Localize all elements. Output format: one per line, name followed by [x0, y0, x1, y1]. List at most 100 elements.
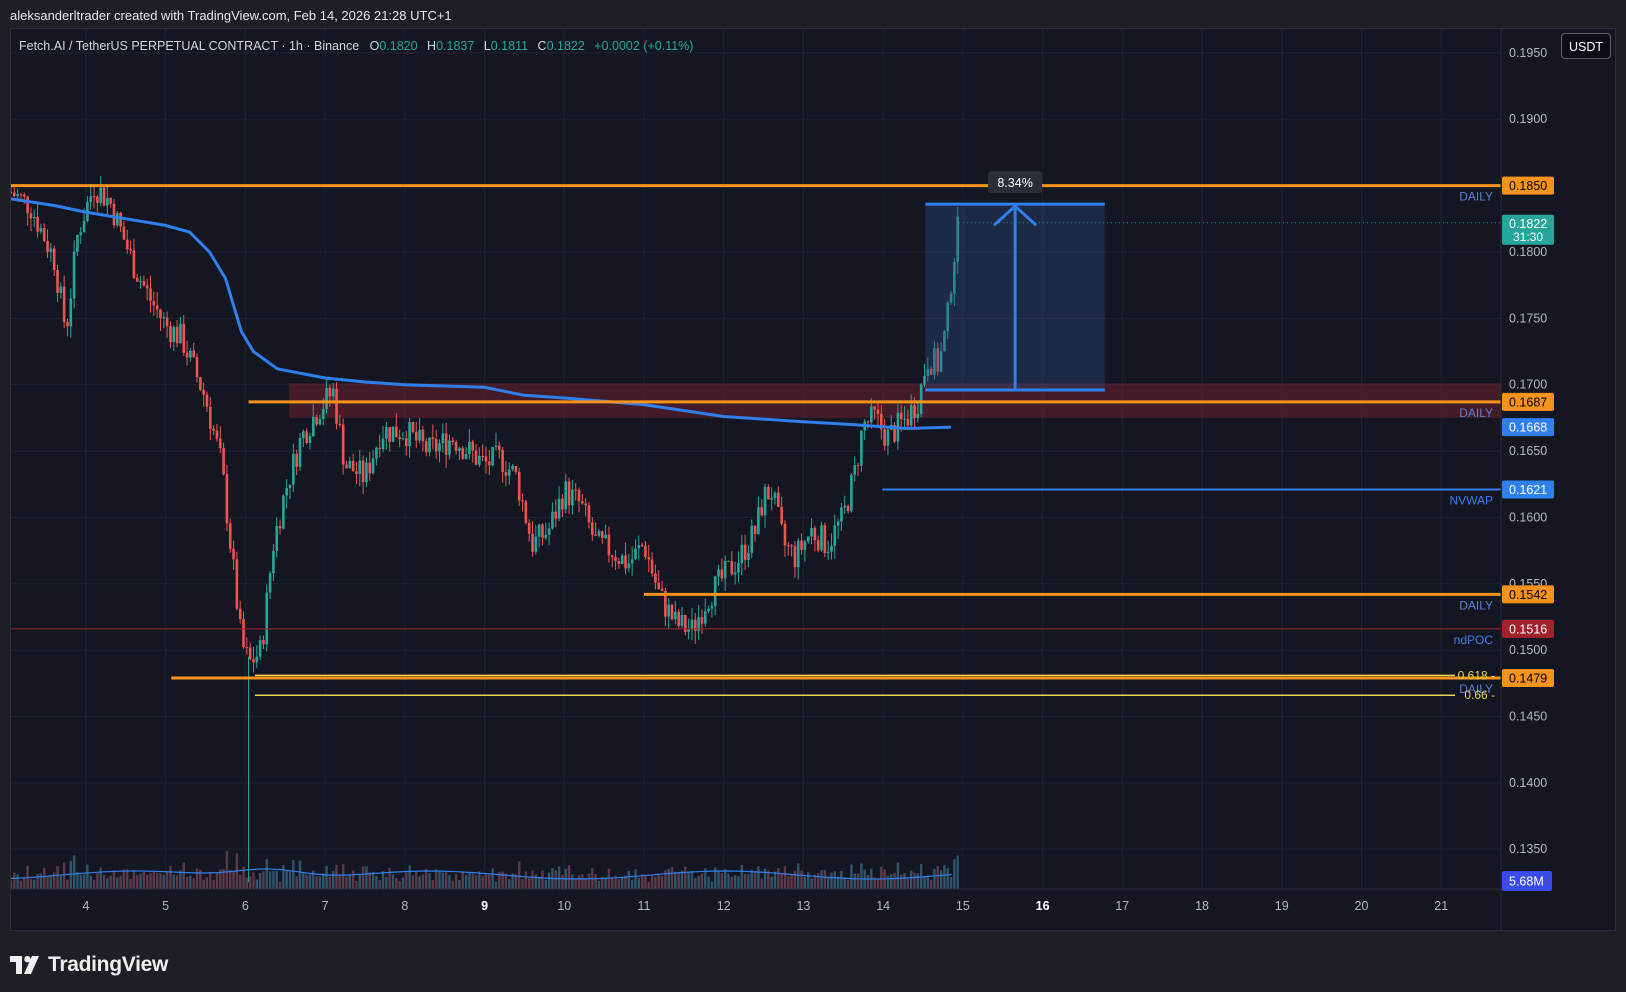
volume-bar [341, 864, 345, 889]
time-tick-label: 12 [717, 899, 731, 913]
candle-body [202, 389, 205, 395]
fib-label: 0.66 - [1464, 688, 1495, 702]
volume-bar [139, 873, 142, 889]
level-price-tag-bg [1502, 668, 1554, 687]
volume-bar [185, 876, 189, 889]
level-price-tag: 0.1516 [1509, 622, 1547, 636]
candle-body [408, 421, 411, 447]
volume-bar [601, 877, 604, 889]
volume-bar [876, 878, 880, 889]
candle-body [644, 545, 647, 557]
candle-body [428, 437, 431, 453]
candle-body [700, 617, 704, 624]
level-price-tag-bg [1502, 392, 1554, 411]
volume-bar [255, 879, 259, 889]
volume-bar [368, 872, 371, 889]
candle-body [866, 421, 870, 423]
volume-bar [594, 874, 597, 889]
close-label: C [537, 39, 547, 53]
volume-bar [122, 869, 126, 889]
candle-body [345, 464, 348, 469]
volume-bar [498, 871, 501, 889]
volume-bar [182, 862, 185, 889]
time-axis: 4 5 6 7 8 9 10 11 12 13 14 15 16 17 18 19 20 21 [11, 888, 1501, 913]
candle-body [115, 212, 119, 226]
volume-bar [933, 868, 936, 889]
volume-bar [33, 879, 36, 889]
candle-body [939, 351, 943, 372]
volume-bar [893, 872, 896, 889]
volume-bar [488, 874, 491, 889]
volume-bar [159, 873, 162, 889]
candle-body [664, 590, 667, 617]
candle-body [484, 456, 488, 462]
volume-bar [312, 870, 315, 889]
candle-body [730, 560, 734, 575]
last-price-value: 0.1822 [1509, 217, 1547, 231]
volume-bar [860, 863, 863, 889]
candle-body [687, 629, 690, 632]
chart-pane[interactable]: DAILY DAILY NVWAP DAILY ndPOC DAILY 0.618 -0.6… [10, 28, 1616, 931]
candle-body [953, 261, 956, 294]
volume-bar [743, 873, 747, 889]
measure-tool: 8.34% [925, 171, 1105, 392]
volume-bar [92, 880, 96, 889]
currency-button[interactable]: USDT [1561, 33, 1611, 59]
volume-bar [554, 870, 557, 889]
candle-body [325, 388, 328, 410]
volume-bar [660, 875, 664, 889]
volume-bar [936, 866, 939, 889]
volume-bar [278, 881, 282, 889]
candle-body [727, 560, 730, 562]
candle-body [49, 248, 53, 252]
grid [11, 29, 1501, 889]
time-tick-label: 13 [796, 899, 810, 913]
candle-body [431, 437, 435, 440]
candle-body [564, 481, 568, 510]
volume-bar [421, 874, 425, 889]
measure-arrow-head [993, 204, 1038, 227]
measure-label-bg [988, 171, 1043, 194]
candle-body [298, 437, 302, 467]
volume-bar [737, 876, 740, 889]
candle-body [375, 447, 378, 459]
candle-body [581, 501, 584, 504]
volume-bar [451, 880, 454, 889]
volume-bar [36, 874, 39, 889]
price-tick-label: 0.1900 [1509, 112, 1547, 126]
volume-bar [428, 873, 431, 889]
candle-body [507, 469, 511, 476]
candle-body [92, 196, 96, 198]
candle-body [102, 187, 106, 206]
candle-body [773, 492, 777, 499]
volume-bar [345, 876, 348, 889]
candle-body [225, 474, 229, 524]
candle-body [302, 431, 305, 438]
volume-bar [707, 876, 710, 889]
chart-credit: aleksanderltrader created with TradingVi… [10, 8, 452, 23]
candle-body [52, 248, 56, 271]
candle-body [554, 511, 558, 519]
candle-body [634, 548, 637, 560]
volume-bar [215, 873, 219, 889]
volume-bar [780, 872, 783, 889]
volume-bar [11, 880, 13, 889]
candle-body [743, 544, 747, 561]
volume-bar [16, 874, 19, 889]
candle-body [76, 234, 79, 252]
volume-bar [468, 872, 471, 889]
volume-bar [29, 878, 33, 889]
volume-bar [597, 880, 601, 889]
volume-bar [378, 879, 381, 889]
candle-body [491, 446, 494, 466]
vwap-line [11, 197, 951, 430]
volume-bar [348, 874, 352, 889]
time-tick-label: 21 [1434, 899, 1448, 913]
volume-bar [195, 868, 199, 889]
candle-body [946, 302, 950, 332]
candle-body [531, 533, 534, 552]
candle-body [883, 429, 886, 446]
candle-body [763, 486, 767, 516]
candle-body [594, 534, 597, 536]
